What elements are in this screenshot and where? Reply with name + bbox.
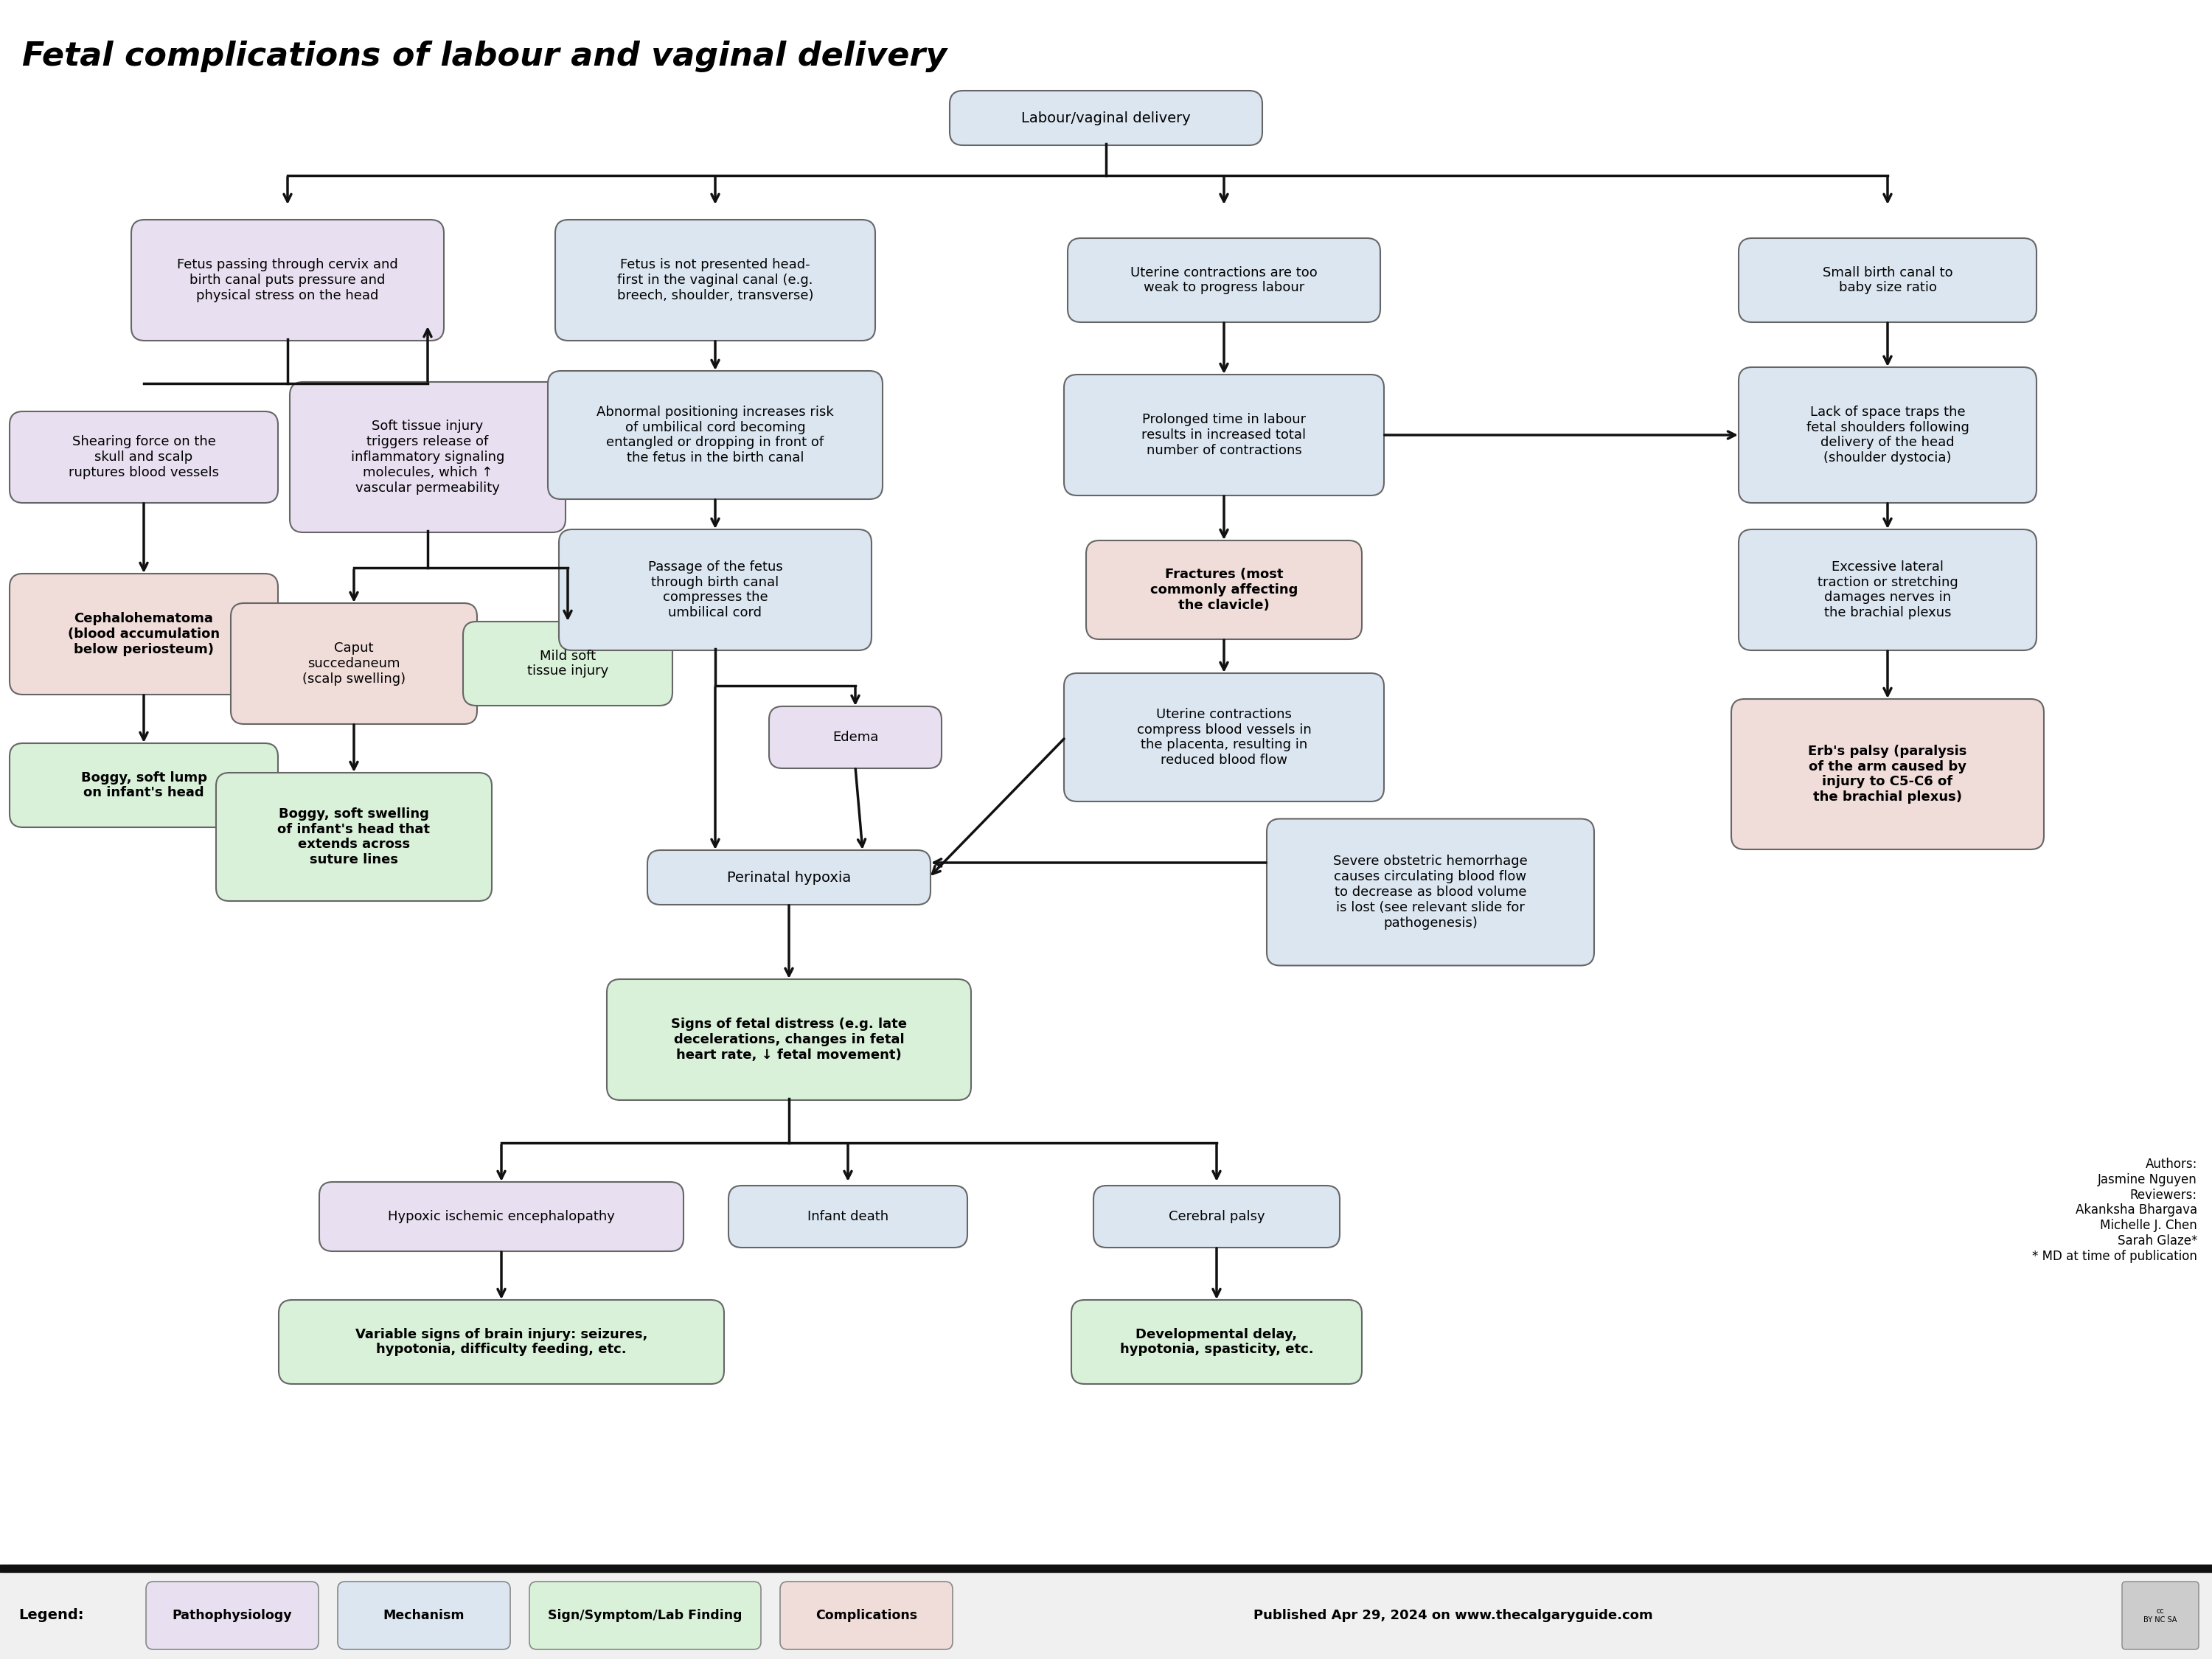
Text: Excessive lateral
traction or stretching
damages nerves in
the brachial plexus: Excessive lateral traction or stretching…	[1818, 561, 1958, 619]
Text: Fetus passing through cervix and
birth canal puts pressure and
physical stress o: Fetus passing through cervix and birth c…	[177, 259, 398, 302]
FancyBboxPatch shape	[9, 411, 279, 503]
FancyBboxPatch shape	[319, 1181, 684, 1251]
Bar	[0, 1573, 2212, 1659]
Text: Variable signs of brain injury: seizures,
hypotonia, difficulty feeding, etc.: Variable signs of brain injury: seizures…	[356, 1327, 648, 1357]
Text: Soft tissue injury
triggers release of
inflammatory signaling
molecules, which ↑: Soft tissue injury triggers release of i…	[352, 420, 504, 494]
FancyBboxPatch shape	[728, 1186, 967, 1248]
Text: Labour/vaginal delivery: Labour/vaginal delivery	[1022, 111, 1190, 124]
Text: Edema: Edema	[832, 730, 878, 743]
Text: Prolonged time in labour
results in increased total
number of contractions: Prolonged time in labour results in incr…	[1141, 413, 1307, 456]
Text: Fetal complications of labour and vaginal delivery: Fetal complications of labour and vagina…	[22, 40, 947, 73]
FancyBboxPatch shape	[462, 622, 672, 705]
Text: Lack of space traps the
fetal shoulders following
delivery of the head
(shoulder: Lack of space traps the fetal shoulders …	[1807, 405, 1969, 465]
Text: Signs of fetal distress (e.g. late
decelerations, changes in fetal
heart rate, ↓: Signs of fetal distress (e.g. late decel…	[670, 1017, 907, 1062]
FancyBboxPatch shape	[146, 1581, 319, 1649]
FancyBboxPatch shape	[648, 849, 931, 904]
Text: Boggy, soft lump
on infant's head: Boggy, soft lump on infant's head	[80, 771, 208, 800]
Text: Uterine contractions
compress blood vessels in
the placenta, resulting in
reduce: Uterine contractions compress blood vess…	[1137, 708, 1312, 766]
Text: Uterine contractions are too
weak to progress labour: Uterine contractions are too weak to pro…	[1130, 265, 1318, 295]
Text: Complications: Complications	[816, 1609, 918, 1623]
FancyBboxPatch shape	[560, 529, 872, 650]
Text: Published Apr 29, 2024 on www.thecalgaryguide.com: Published Apr 29, 2024 on www.thecalgary…	[1254, 1609, 1652, 1623]
Text: Authors:
Jasmine Nguyen
Reviewers:
Akanksha Bhargava
Michelle J. Chen
Sarah Glaz: Authors: Jasmine Nguyen Reviewers: Akank…	[2033, 1158, 2197, 1262]
Text: Fetus is not presented head-
first in the vaginal canal (e.g.
breech, shoulder, : Fetus is not presented head- first in th…	[617, 259, 814, 302]
FancyBboxPatch shape	[230, 604, 478, 723]
Bar	[0, 1564, 2212, 1573]
Text: Mild soft
tissue injury: Mild soft tissue injury	[526, 649, 608, 679]
FancyBboxPatch shape	[9, 743, 279, 828]
Text: Cephalohematoma
(blood accumulation
below periosteum): Cephalohematoma (blood accumulation belo…	[69, 612, 219, 655]
FancyBboxPatch shape	[1093, 1186, 1340, 1248]
Text: Boggy, soft swelling
of infant's head that
extends across
suture lines: Boggy, soft swelling of infant's head th…	[279, 808, 429, 866]
Text: Pathophysiology: Pathophysiology	[173, 1609, 292, 1623]
Text: Developmental delay,
hypotonia, spasticity, etc.: Developmental delay, hypotonia, spastici…	[1119, 1327, 1314, 1357]
FancyBboxPatch shape	[1071, 1301, 1363, 1384]
FancyBboxPatch shape	[549, 372, 883, 499]
Text: Cerebral palsy: Cerebral palsy	[1168, 1209, 1265, 1223]
FancyBboxPatch shape	[529, 1581, 761, 1649]
Text: Sign/Symptom/Lab Finding: Sign/Symptom/Lab Finding	[549, 1609, 743, 1623]
FancyBboxPatch shape	[1068, 239, 1380, 322]
FancyBboxPatch shape	[217, 773, 491, 901]
Text: Infant death: Infant death	[807, 1209, 889, 1223]
Text: Caput
succedaneum
(scalp swelling): Caput succedaneum (scalp swelling)	[303, 642, 405, 685]
FancyBboxPatch shape	[1064, 674, 1385, 801]
Text: Legend:: Legend:	[18, 1609, 84, 1623]
FancyBboxPatch shape	[279, 1301, 723, 1384]
FancyBboxPatch shape	[949, 91, 1263, 146]
Text: Perinatal hypoxia: Perinatal hypoxia	[728, 871, 852, 884]
Text: Small birth canal to
baby size ratio: Small birth canal to baby size ratio	[1823, 265, 1953, 295]
Text: cc
BY NC SA: cc BY NC SA	[2143, 1608, 2177, 1624]
FancyBboxPatch shape	[781, 1581, 953, 1649]
Text: Erb's palsy (paralysis
of the arm caused by
injury to C5-C6 of
the brachial plex: Erb's palsy (paralysis of the arm caused…	[1807, 745, 1966, 805]
FancyBboxPatch shape	[1739, 367, 2037, 503]
Text: Severe obstetric hemorrhage
causes circulating blood flow
to decrease as blood v: Severe obstetric hemorrhage causes circu…	[1334, 854, 1528, 929]
FancyBboxPatch shape	[338, 1581, 511, 1649]
FancyBboxPatch shape	[9, 574, 279, 695]
Text: Abnormal positioning increases risk
of umbilical cord becoming
entangled or drop: Abnormal positioning increases risk of u…	[597, 405, 834, 465]
FancyBboxPatch shape	[1064, 375, 1385, 496]
FancyBboxPatch shape	[2121, 1581, 2199, 1649]
FancyBboxPatch shape	[770, 707, 942, 768]
FancyBboxPatch shape	[1732, 698, 2044, 849]
Text: Passage of the fetus
through birth canal
compresses the
umbilical cord: Passage of the fetus through birth canal…	[648, 561, 783, 619]
FancyBboxPatch shape	[1739, 239, 2037, 322]
FancyBboxPatch shape	[290, 382, 566, 533]
FancyBboxPatch shape	[131, 219, 445, 340]
Text: Shearing force on the
skull and scalp
ruptures blood vessels: Shearing force on the skull and scalp ru…	[69, 435, 219, 479]
Text: Hypoxic ischemic encephalopathy: Hypoxic ischemic encephalopathy	[387, 1209, 615, 1223]
FancyBboxPatch shape	[555, 219, 876, 340]
Text: Fractures (most
commonly affecting
the clavicle): Fractures (most commonly affecting the c…	[1150, 567, 1298, 612]
FancyBboxPatch shape	[1086, 541, 1363, 639]
Text: Mechanism: Mechanism	[383, 1609, 465, 1623]
FancyBboxPatch shape	[1739, 529, 2037, 650]
FancyBboxPatch shape	[606, 979, 971, 1100]
FancyBboxPatch shape	[1267, 820, 1595, 966]
